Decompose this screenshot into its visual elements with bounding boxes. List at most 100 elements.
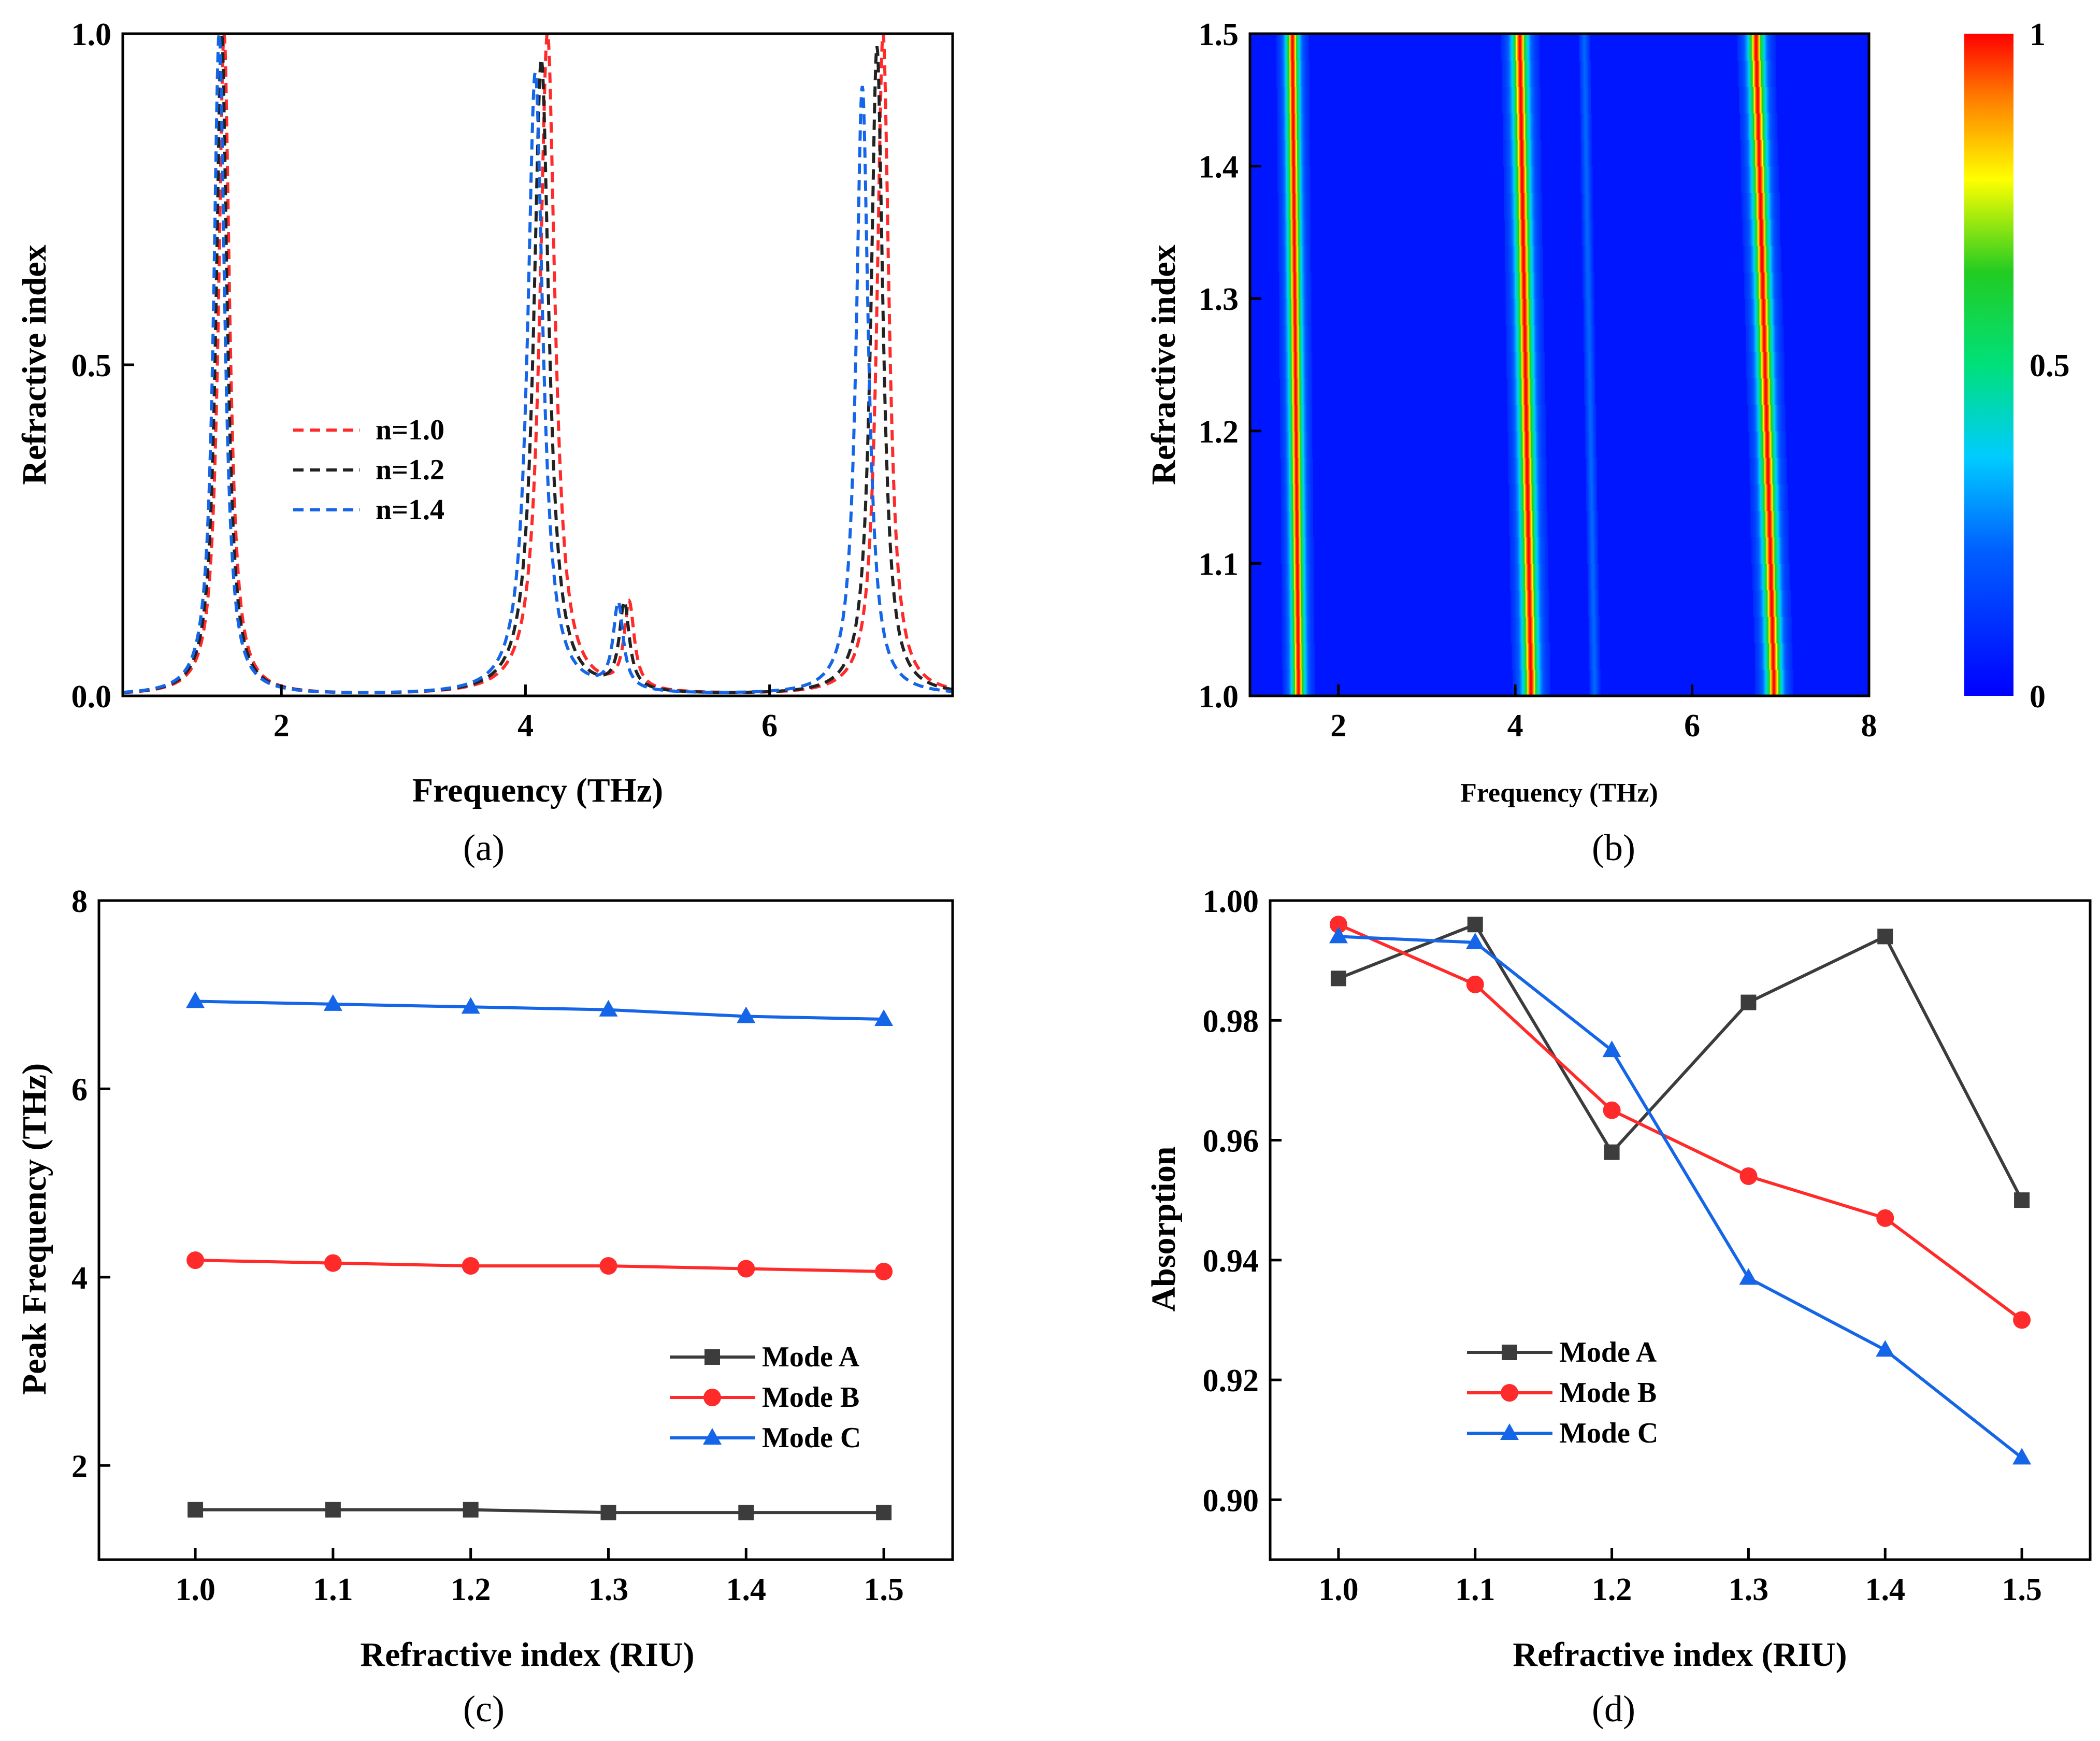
b-heatmap-cell: [1297, 219, 1298, 246]
b-heatmap-cell: [1593, 298, 1594, 326]
b-heatmap-cell: [1288, 590, 1289, 617]
b-heatmap-cell: [1773, 457, 1775, 484]
b-heatmap-cell: [1520, 166, 1522, 193]
b-heatmap-cell: [1516, 510, 1518, 538]
b-heatmap-cell: [1778, 298, 1780, 326]
b-heatmap-cell: [1778, 563, 1779, 591]
b-heatmap-cell: [1515, 563, 1517, 591]
b-heatmap-cell: [1290, 325, 1292, 352]
b-heatmap-cell: [1297, 643, 1298, 670]
b-heatmap-cell: [1292, 87, 1294, 114]
b-heatmap-cell: [1760, 139, 1762, 167]
b-heatmap-cell: [1518, 669, 1519, 696]
b-heatmap-cell: [1524, 192, 1527, 220]
b-heatmap-cell: [1520, 643, 1522, 670]
b-heatmap-cell: [1283, 457, 1285, 484]
b-heatmap-cell: [1295, 351, 1297, 379]
b-heatmap-cell: [1534, 643, 1536, 670]
b-heatmap-cell: [1593, 272, 1594, 299]
b-heatmap-cell: [1767, 219, 1769, 246]
b-heatmap-cell: [1597, 669, 1599, 696]
b-heatmap-cell: [1296, 298, 1298, 326]
b-heatmap-cell: [1594, 484, 1596, 511]
b-heatmap-cell: [1769, 60, 1771, 87]
b-heatmap-cell: [1773, 643, 1775, 670]
b-heatmap-cell: [1287, 325, 1289, 352]
b-heatmap-cell: [1528, 246, 1530, 273]
b-heatmap-cell: [1769, 219, 1771, 246]
b-heatmap-cell: [1312, 510, 1313, 538]
b-heatmap-cell: [1304, 298, 1305, 326]
b-heatmap-cell: [1528, 643, 1530, 670]
b-heatmap-cell: [1526, 484, 1528, 511]
c-series-3-point: [186, 991, 205, 1008]
b-heatmap-cell: [1530, 669, 1532, 696]
b-heatmap-cell: [1765, 246, 1767, 273]
b-heatmap-cell: [1768, 537, 1770, 564]
b-heatmap-cell: [1590, 537, 1592, 564]
b-heatmap-cell: [1299, 484, 1301, 511]
b-heatmap-cell: [1528, 34, 1529, 61]
b-heatmap-cell: [1778, 192, 1779, 220]
b-heatmap-cell: [1302, 60, 1304, 87]
b-heatmap-cell: [1294, 298, 1296, 326]
b-heatmap-cell: [1541, 484, 1543, 511]
b-heatmap-cell: [1745, 298, 1747, 326]
b-heatmap-cell: [1778, 351, 1780, 379]
b-heatmap-cell: [1757, 590, 1759, 617]
b-heatmap-cell: [1285, 60, 1287, 87]
b-heatmap-cell: [1518, 563, 1519, 591]
b-heatmap-cell: [1588, 563, 1589, 591]
b-heatmap-cell: [1513, 272, 1514, 299]
b-heatmap-cell: [1745, 113, 1747, 140]
b-heatmap-cell: [1587, 272, 1588, 299]
b-heatmap-cell: [1766, 378, 1768, 405]
b-heatmap-cell: [1757, 113, 1759, 140]
b-heatmap-cell: [1778, 351, 1779, 379]
b-heatmap-cell: [1768, 87, 1770, 114]
b-heatmap-cell: [1512, 563, 1513, 591]
b-heatmap-cell: [1771, 510, 1772, 538]
b-heatmap-cell: [1781, 590, 1783, 617]
d-series-3-point: [1876, 1340, 1895, 1357]
b-heatmap-cell: [1544, 457, 1546, 484]
b-heatmap-cell: [1294, 60, 1296, 87]
c-xtick-label: 1.0: [175, 1572, 215, 1607]
b-heatmap-cell: [1754, 404, 1757, 432]
b-heatmap-cell: [1307, 246, 1309, 273]
b-heatmap-cell: [1305, 669, 1307, 696]
b-heatmap-cell: [1757, 378, 1758, 405]
b-heatmap-cell: [1522, 431, 1524, 458]
b-heatmap-cell: [1285, 87, 1287, 114]
b-heatmap-cell: [1763, 34, 1764, 61]
b-heatmap-cell: [1748, 298, 1750, 326]
b-heatmap-cell: [1749, 192, 1751, 220]
b-heatmap-cell: [1294, 166, 1296, 193]
b-heatmap-cell: [1775, 325, 1777, 352]
b-heatmap-cell: [1591, 325, 1593, 352]
b-heatmap-cell: [1528, 192, 1530, 220]
b-heatmap-cell: [1756, 87, 1757, 114]
b-heatmap-cell: [1536, 139, 1538, 167]
d-series-2-point: [2013, 1311, 2031, 1329]
b-heatmap-cell: [1763, 590, 1765, 617]
b-heatmap-cell: [1528, 87, 1530, 114]
b-heatmap-cell: [1522, 192, 1524, 220]
b-heatmap-cell: [1296, 325, 1298, 352]
b-heatmap-cell: [1524, 351, 1526, 379]
b-heatmap-cell: [1745, 34, 1747, 61]
b-heatmap-cell: [1753, 192, 1754, 220]
b-heatmap-cell: [1583, 166, 1585, 193]
b-heatmap-cell: [1766, 34, 1768, 61]
b-heatmap-cell: [1516, 60, 1518, 87]
b-heatmap-cell: [1301, 298, 1303, 326]
b-heatmap-cell: [1783, 510, 1785, 538]
b-heatmap-cell: [1303, 537, 1304, 564]
b-heatmap-cell: [1522, 484, 1524, 511]
b-heatmap-cell: [1528, 484, 1529, 511]
a-curves: [123, 34, 953, 694]
b-heatmap-cell: [1280, 192, 1282, 220]
b-heatmap-cell: [1583, 113, 1585, 140]
b-heatmap-cell: [1748, 325, 1749, 352]
b-heatmap-cell: [1775, 139, 1777, 167]
